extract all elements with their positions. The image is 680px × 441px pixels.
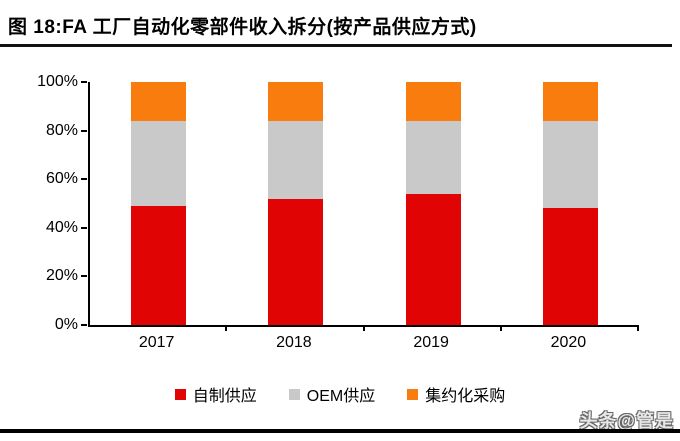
bottom-divider (0, 429, 680, 433)
y-tick-label: 20% (45, 267, 78, 285)
bar-2019 (405, 82, 461, 325)
x-axis-label: 2019 (413, 334, 449, 351)
title-divider (0, 44, 672, 47)
legend-item-OEM供应: OEM供应 (288, 382, 376, 406)
y-tick-label: 80% (45, 121, 78, 139)
x-tick-mark (362, 325, 365, 331)
y-tick-mark (81, 129, 87, 132)
bar-segment-自制供应 (131, 205, 187, 325)
bar-segment-OEM供应 (131, 120, 187, 206)
y-tick-mark (81, 178, 87, 181)
x-axis-label: 2017 (138, 334, 175, 351)
legend-label: OEM供应 (306, 388, 376, 405)
bar-2020 (542, 82, 598, 325)
legend-marker (288, 388, 300, 400)
y-tick-mark (81, 81, 87, 83)
bar-segment-集约化采购 (131, 82, 187, 121)
bar-segment-自制供应 (268, 198, 324, 325)
x-axis-label: 2020 (550, 334, 587, 351)
legend-item-集约化采购: 集约化采购 (407, 382, 505, 406)
bar-2017 (131, 82, 187, 325)
x-tick-mark (499, 325, 502, 331)
y-tick-label: 60% (45, 170, 78, 188)
y-tick-mark (81, 226, 87, 229)
y-tick-label: 0% (54, 316, 78, 333)
x-axis-label: 2018 (276, 334, 312, 351)
bar-segment-OEM供应 (268, 120, 324, 199)
bar-2018 (268, 82, 324, 325)
bar-segment-集约化采购 (542, 82, 598, 121)
y-tick-label: 100% (37, 73, 78, 90)
legend-label: 集约化采购 (425, 388, 506, 405)
y-tick-mark (81, 324, 87, 326)
watermark: 头条@管是 (579, 411, 674, 431)
legend-marker (407, 388, 419, 400)
plot-area (88, 82, 639, 331)
bar-segment-自制供应 (405, 193, 461, 325)
bar-segment-集约化采购 (268, 82, 324, 121)
bar-segment-自制供应 (542, 208, 598, 325)
x-tick-mark (225, 325, 228, 331)
x-tick-mark (637, 325, 639, 331)
figure-title: 图 18:FA 工厂自动化零部件收入拆分(按产品供应方式) (8, 17, 477, 38)
chart-legend: 自制供应 OEM供应 集约化采购 (0, 382, 680, 406)
bar-segment-OEM供应 (405, 120, 461, 194)
legend-marker (174, 388, 186, 400)
bar-segment-OEM供应 (542, 120, 598, 209)
y-tick-mark (81, 275, 87, 278)
legend-item-自制供应: 自制供应 (174, 382, 257, 406)
legend-label: 自制供应 (192, 388, 257, 405)
bar-segment-集约化采购 (405, 82, 461, 121)
y-tick-label: 40% (45, 218, 78, 236)
